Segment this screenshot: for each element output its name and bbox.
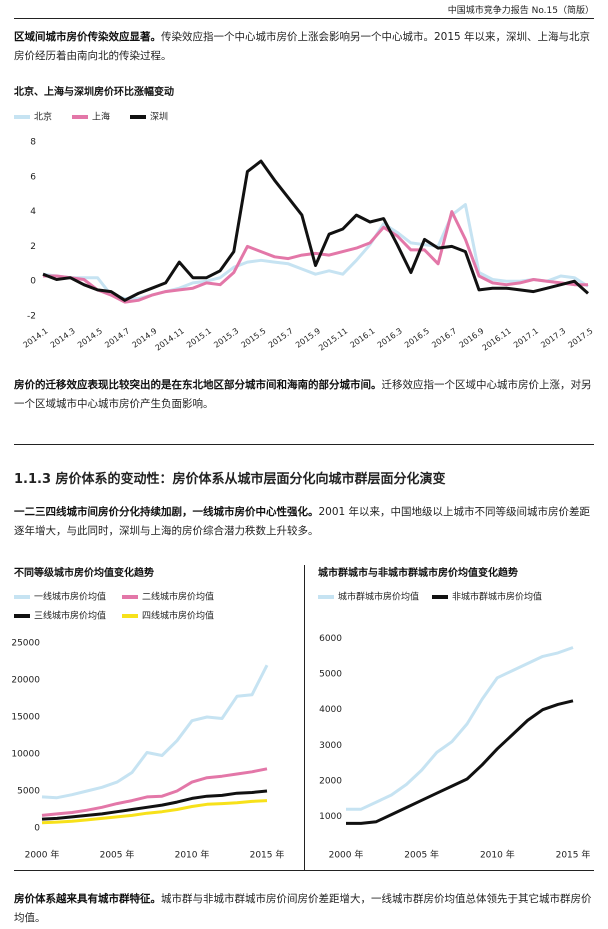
x-tick-label: 2010 年 bbox=[480, 849, 515, 861]
series-line bbox=[41, 789, 268, 821]
y-tick-label: 5000 bbox=[319, 670, 342, 680]
y-tick-label: 6000 bbox=[319, 634, 342, 644]
series-line bbox=[41, 799, 268, 825]
x-tick-label: 2017.5 bbox=[566, 326, 594, 349]
paragraph: 房价的迁移效应表现比较突出的是在东北地区部分城市间和海南的部分城市间。迁移效应指… bbox=[14, 376, 594, 414]
y-tick-label: 0 bbox=[30, 277, 36, 287]
x-tick-label: 2017.3 bbox=[539, 326, 567, 349]
y-tick-label: 1000 bbox=[319, 812, 342, 822]
y-tick-label: 4 bbox=[30, 207, 36, 217]
x-tick-label: 2014.7 bbox=[103, 326, 131, 349]
x-tick-label: 2016.5 bbox=[403, 326, 431, 349]
running-header: 中国城市竞争力报告 No.15（简版） bbox=[447, 6, 594, 16]
x-tick-label: 2015.11 bbox=[317, 326, 349, 352]
section-rule bbox=[14, 444, 594, 445]
legend-label: 三线城市房价均值 bbox=[34, 610, 106, 622]
y-tick-label: 25000 bbox=[11, 639, 40, 649]
x-tick-label: 2014.5 bbox=[76, 326, 104, 349]
x-tick-label: 2016.1 bbox=[348, 326, 376, 349]
series-line bbox=[42, 203, 589, 301]
x-tick-label: 2015.1 bbox=[185, 326, 213, 349]
y-tick-label: 3000 bbox=[319, 741, 342, 751]
legend-label: 城市群城市房价均值 bbox=[338, 591, 419, 603]
legend-label: 北京 bbox=[34, 111, 52, 123]
lead: 一二三四线城市间房价分化持续加剧，一线城市房价中心性强化。 bbox=[14, 506, 319, 518]
x-tick-label: 2015.7 bbox=[267, 326, 295, 349]
x-tick-label: 2015 年 bbox=[250, 849, 285, 861]
chart-title: 城市群城市与非城市群城市房价均值变化趋势 bbox=[318, 566, 518, 579]
x-tick-label: 2016.7 bbox=[430, 326, 458, 349]
paragraph: 区域间城市房价传染效应显著。传染效应指一个中心城市房价上涨会影响另一个中心城市。… bbox=[14, 28, 594, 66]
lead: 房价体系越来具有城市群特征。 bbox=[14, 893, 161, 905]
series-line bbox=[43, 210, 588, 304]
series-line bbox=[346, 699, 574, 825]
series-line bbox=[41, 664, 269, 800]
paragraph: 一二三四线城市间房价分化持续加剧，一线城市房价中心性强化。2001 年以来，中国… bbox=[14, 503, 594, 541]
series-line bbox=[42, 159, 590, 302]
x-tick-label: 2015.3 bbox=[212, 326, 240, 349]
y-tick-label: 4000 bbox=[319, 705, 342, 715]
y-tick-label: -2 bbox=[27, 312, 36, 322]
x-tick-label: 2005 年 bbox=[100, 849, 135, 861]
x-tick-label: 2014.11 bbox=[154, 326, 186, 352]
body-text: 迁移效应指一个区域中心城市房价上涨，对另一个区域城市中心城市房价产生负面影响。 bbox=[14, 379, 592, 410]
x-tick-label: 2017.1 bbox=[512, 326, 540, 349]
paragraph: 房价体系越来具有城市群特征。城市群与非城市群城市房价间房价差距增大，一线城市群房… bbox=[14, 890, 594, 928]
bottom-rule bbox=[14, 870, 594, 871]
legend-label: 四线城市房价均值 bbox=[142, 610, 214, 622]
x-tick-label: 2014.1 bbox=[21, 326, 49, 349]
series-line bbox=[41, 767, 268, 817]
chart-title: 不同等级城市房价均值变化趋势 bbox=[14, 566, 154, 579]
legend-label: 二线城市房价均值 bbox=[142, 591, 214, 603]
x-tick-label: 2016.3 bbox=[376, 326, 404, 349]
x-tick-label: 2016.11 bbox=[481, 326, 513, 352]
legend-label: 深圳 bbox=[150, 112, 168, 123]
header-rule bbox=[14, 18, 594, 19]
y-tick-label: 6 bbox=[30, 172, 36, 182]
body-text: 传染效应指一个中心城市房价上涨会影响另一个中心城市。2015 年以来，深圳、上海… bbox=[14, 31, 591, 62]
y-tick-label: 0 bbox=[34, 824, 40, 834]
x-tick-label: 2005 年 bbox=[404, 849, 439, 861]
x-tick-label: 2000 年 bbox=[329, 849, 364, 861]
lead: 房价的迁移效应表现比较突出的是在东北地区部分城市间和海南的部分城市间。 bbox=[14, 379, 382, 391]
body-text: 城市群与非城市群城市房价间房价差距增大，一线城市群房价均值总体领先于其它城市群房… bbox=[14, 893, 592, 924]
y-tick-label: 20000 bbox=[11, 676, 40, 686]
series-line bbox=[346, 646, 574, 811]
body-text: 2001 年以来，中国地级以上城市不同等级间城市房价差距逐年增大，与此同时，深圳… bbox=[14, 506, 591, 537]
y-tick-label: 5000 bbox=[17, 787, 40, 797]
x-tick-label: 2000 年 bbox=[25, 849, 60, 861]
legend-label: 上海 bbox=[92, 111, 110, 123]
x-tick-label: 2014.3 bbox=[49, 326, 77, 349]
legend-label: 非城市群城市房价均值 bbox=[452, 591, 542, 603]
legend-label: 一线城市房价均值 bbox=[34, 591, 106, 603]
lead: 区域间城市房价传染效应显著。 bbox=[14, 31, 161, 43]
x-tick-label: 2010 年 bbox=[175, 849, 210, 861]
y-tick-label: 8 bbox=[30, 138, 36, 148]
x-tick-label: 2015 年 bbox=[556, 849, 591, 861]
chart-divider bbox=[304, 565, 305, 870]
y-tick-label: 2000 bbox=[319, 776, 342, 786]
chart-title: 北京、上海与深圳房价环比涨幅变动 bbox=[14, 85, 174, 98]
x-tick-label: 2015.5 bbox=[239, 326, 267, 349]
section-heading: 1.1.3 房价体系的变动性：房价体系从城市层面分化向城市群层面分化演变 bbox=[14, 472, 446, 487]
y-tick-label: 10000 bbox=[11, 750, 40, 760]
y-tick-label: 15000 bbox=[11, 713, 40, 723]
y-tick-label: 2 bbox=[30, 242, 36, 252]
